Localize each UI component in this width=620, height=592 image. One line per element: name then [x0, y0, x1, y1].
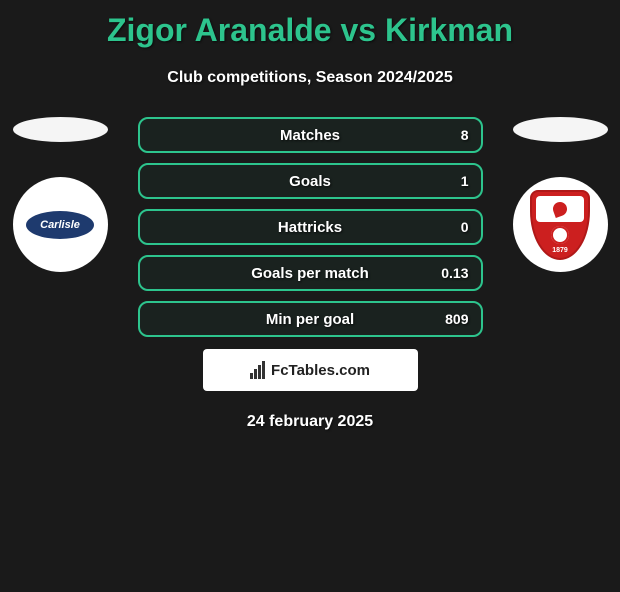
stat-row-min-per-goal: Min per goal 809: [138, 301, 483, 337]
player-right-column: 1879: [510, 117, 610, 272]
footer-brand-box[interactable]: FcTables.com: [203, 349, 418, 391]
stat-row-goals-per-match: Goals per match 0.13: [138, 255, 483, 291]
club-badge-left: Carlisle: [13, 177, 108, 272]
player-left-avatar: [13, 117, 108, 142]
footer-brand-text: FcTables.com: [271, 362, 370, 379]
shield-icon: 1879: [530, 190, 590, 260]
club-right-year: 1879: [552, 247, 568, 254]
stat-value-right: 1: [461, 173, 469, 189]
stat-value-right: 8: [461, 127, 469, 143]
club-left-name: Carlisle: [26, 211, 94, 239]
stat-value-right: 0.13: [441, 265, 468, 281]
page-title: Zigor Aranalde vs Kirkman: [0, 12, 620, 49]
club-badge-right: 1879: [513, 177, 608, 272]
stat-value-right: 0: [461, 219, 469, 235]
date-text: 24 february 2025: [0, 413, 620, 431]
stat-label: Hattricks: [278, 219, 342, 236]
player-right-avatar: [513, 117, 608, 142]
stat-label: Goals: [289, 173, 331, 190]
stat-label: Goals per match: [251, 265, 369, 282]
comparison-area: Carlisle 1879 Matches 8 Goals 1 Hattrick…: [0, 117, 620, 337]
stat-value-right: 809: [445, 311, 468, 327]
stat-label: Matches: [280, 127, 340, 144]
stats-list: Matches 8 Goals 1 Hattricks 0 Goals per …: [138, 117, 483, 337]
stat-row-hattricks: Hattricks 0: [138, 209, 483, 245]
chart-icon: [250, 361, 265, 379]
stat-row-matches: Matches 8: [138, 117, 483, 153]
stat-label: Min per goal: [266, 311, 354, 328]
subtitle: Club competitions, Season 2024/2025: [0, 69, 620, 87]
ball-icon: [551, 226, 569, 244]
player-left-column: Carlisle: [10, 117, 110, 272]
bird-icon: [551, 200, 569, 218]
stat-row-goals: Goals 1: [138, 163, 483, 199]
